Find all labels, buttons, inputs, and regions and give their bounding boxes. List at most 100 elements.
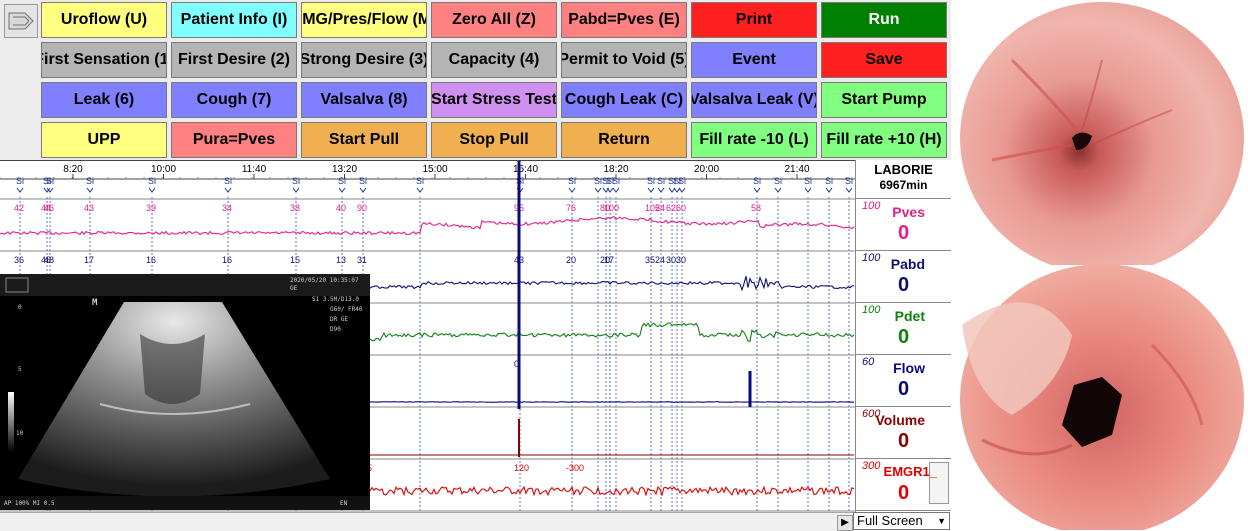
channel-mark: 13 (336, 255, 346, 265)
channel-readout-panel: LABORIE 6967min 100 Pves 0 100 Pabd 0 100 Pdet 0… (855, 160, 951, 512)
event-marker-caret (753, 187, 761, 193)
command-button-label: Save (865, 51, 903, 68)
command-button-start-stress-test[interactable]: Start Stress Test (431, 82, 557, 118)
time-label: 11:40 (242, 164, 267, 175)
event-marker-caret (46, 187, 54, 193)
event-marker-caret (16, 187, 24, 193)
channel-mark: 46 (41, 255, 51, 265)
command-button-fill-rate-10-h[interactable]: Fill rate +10 (H) (821, 122, 947, 158)
depth-tick: 5 (18, 366, 22, 373)
channel-readout-flow[interactable]: 60 Flow 0 (856, 354, 951, 407)
channel-mark: 39 (146, 203, 156, 213)
channel-value: 0 (897, 274, 910, 296)
command-button-start-pull[interactable]: Start Pull (301, 122, 427, 158)
channel-scale: 100 (862, 304, 881, 316)
command-button-label: First Sensation (1) (41, 51, 167, 68)
event-marker-caret (338, 187, 346, 193)
command-button-zero-all-z[interactable]: Zero All (Z) (431, 2, 557, 38)
event-marker-label: Si (804, 176, 812, 186)
emg-gain-slider[interactable] (929, 462, 949, 504)
command-button-label: Print (735, 11, 773, 28)
channel-mark: 80 (600, 203, 610, 213)
channel-scale: 300 (862, 460, 881, 472)
command-button-label: Run (868, 11, 900, 28)
ultrasound-param: D90 (330, 326, 341, 333)
event-marker-label: Si (602, 176, 610, 186)
time-label: 15:00 (422, 164, 447, 175)
command-button-label: Valsalva (8) (320, 91, 408, 108)
command-button-leak-6[interactable]: Leak (6) (41, 82, 167, 118)
command-button-label: Valsalva Leak (V) (691, 91, 817, 108)
ultrasound-footer-lang: EN (340, 500, 348, 507)
command-button-stop-pull[interactable]: Stop Pull (431, 122, 557, 158)
time-label: 10:00 (151, 164, 176, 175)
event-marker-label: Si (657, 176, 665, 186)
channel-readout-pabd[interactable]: 100 Pabd 0 (856, 250, 951, 303)
event-marker-caret (606, 187, 614, 193)
command-button-label: Fill rate -10 (L) (699, 131, 809, 148)
channel-readout-pves[interactable]: 100 Pves 0 (856, 198, 951, 251)
event-marker-label: Si (647, 176, 655, 186)
command-button-save[interactable]: Save (821, 42, 947, 78)
command-button-label: Strong Desire (3) (301, 51, 427, 68)
channel-readout-volume[interactable]: 600 Volume 0 (856, 406, 951, 459)
command-button-label: Start Pump (841, 91, 927, 108)
command-button-run[interactable]: Run (821, 2, 947, 38)
event-marker-label: Si (606, 176, 614, 186)
command-button-cough-leak-c[interactable]: Cough Leak (C) (561, 82, 687, 118)
command-button-print[interactable]: Print (691, 2, 817, 38)
timeline-scrollbar[interactable]: ▶ (0, 512, 855, 531)
command-button-emg-pres-flow-m[interactable]: EMG/Pres/Flow (M) (301, 2, 427, 38)
event-marker-caret (359, 187, 367, 193)
event-marker-caret (825, 187, 833, 193)
command-button-capacity-4[interactable]: Capacity (4) (431, 42, 557, 78)
command-button-first-desire-2[interactable]: First Desire (2) (171, 42, 297, 78)
channel-mark: 16 (222, 255, 232, 265)
channel-readout-emgr1[interactable]: 300 EMGR1_ 0 (856, 458, 951, 511)
event-marker-label: Si (673, 176, 681, 186)
trace-pves (0, 215, 855, 236)
command-button-patient-info-i[interactable]: Patient Info (I) (171, 2, 297, 38)
channel-mark: 60 (676, 203, 686, 213)
time-label: 21:40 (784, 164, 809, 175)
scroll-right-icon[interactable]: ▶ (837, 515, 853, 531)
command-button-valsalva-leak-v[interactable]: Valsalva Leak (V) (691, 82, 817, 118)
channel-readout-pdet[interactable]: 100 Pdet 0 (856, 302, 951, 355)
ultrasound-param: S1 3.5M/D13.0 (312, 296, 359, 303)
command-button-label: Zero All (Z) (452, 11, 536, 28)
command-button-fill-rate-10-l[interactable]: Fill rate -10 (L) (691, 122, 817, 158)
time-label: 13:20 (332, 164, 357, 175)
command-button-uroflow-u[interactable]: Uroflow (U) (41, 2, 167, 38)
report-arrow-icon[interactable] (4, 4, 38, 38)
command-button-pura-pves[interactable]: Pura=Pves (171, 122, 297, 158)
chevron-down-icon[interactable]: ▼ (937, 516, 946, 526)
event-marker-label: Si (774, 176, 782, 186)
command-button-upp[interactable]: UPP (41, 122, 167, 158)
channel-mark: 31 (357, 255, 367, 265)
brand-label: LABORIE (874, 162, 933, 177)
command-button-return[interactable]: Return (561, 122, 687, 158)
event-marker-label: Si (668, 176, 676, 186)
command-button-first-sensation-1[interactable]: First Sensation (1) (41, 42, 167, 78)
channel-scale: 60 (862, 356, 875, 368)
event-marker-caret (804, 187, 812, 193)
command-button-start-pump[interactable]: Start Pump (821, 82, 947, 118)
command-button-label: Uroflow (U) (60, 11, 148, 28)
command-button-event[interactable]: Event (691, 42, 817, 78)
event-marker-label: Si (16, 176, 24, 186)
view-mode-select[interactable]: Full Screen ▼ (853, 512, 950, 530)
cystoscope-image-top (952, 0, 1248, 265)
tool-column (0, 0, 40, 160)
urodynamic-strip-chart[interactable]: 8:20 10:00 11:40 13:20 15:00 16:40 18:20 20:00 2… (0, 160, 855, 513)
event-marker-label: Si (594, 176, 602, 186)
command-button-label: Capacity (4) (448, 51, 540, 68)
ultrasound-image (0, 274, 370, 510)
event-marker-label: Si (359, 176, 367, 186)
command-button-permit-to-void-5[interactable]: Permit to Void (5) (561, 42, 687, 78)
command-button-cough-7[interactable]: Cough (7) (171, 82, 297, 118)
command-button-valsalva-8[interactable]: Valsalva (8) (301, 82, 427, 118)
command-button-strong-desire-3[interactable]: Strong Desire (3) (301, 42, 427, 78)
command-button-label: Return (598, 131, 650, 148)
channel-mark: 0 (514, 359, 519, 369)
command-button-pabd-pves-e[interactable]: Pabd=Pves (E) (561, 2, 687, 38)
